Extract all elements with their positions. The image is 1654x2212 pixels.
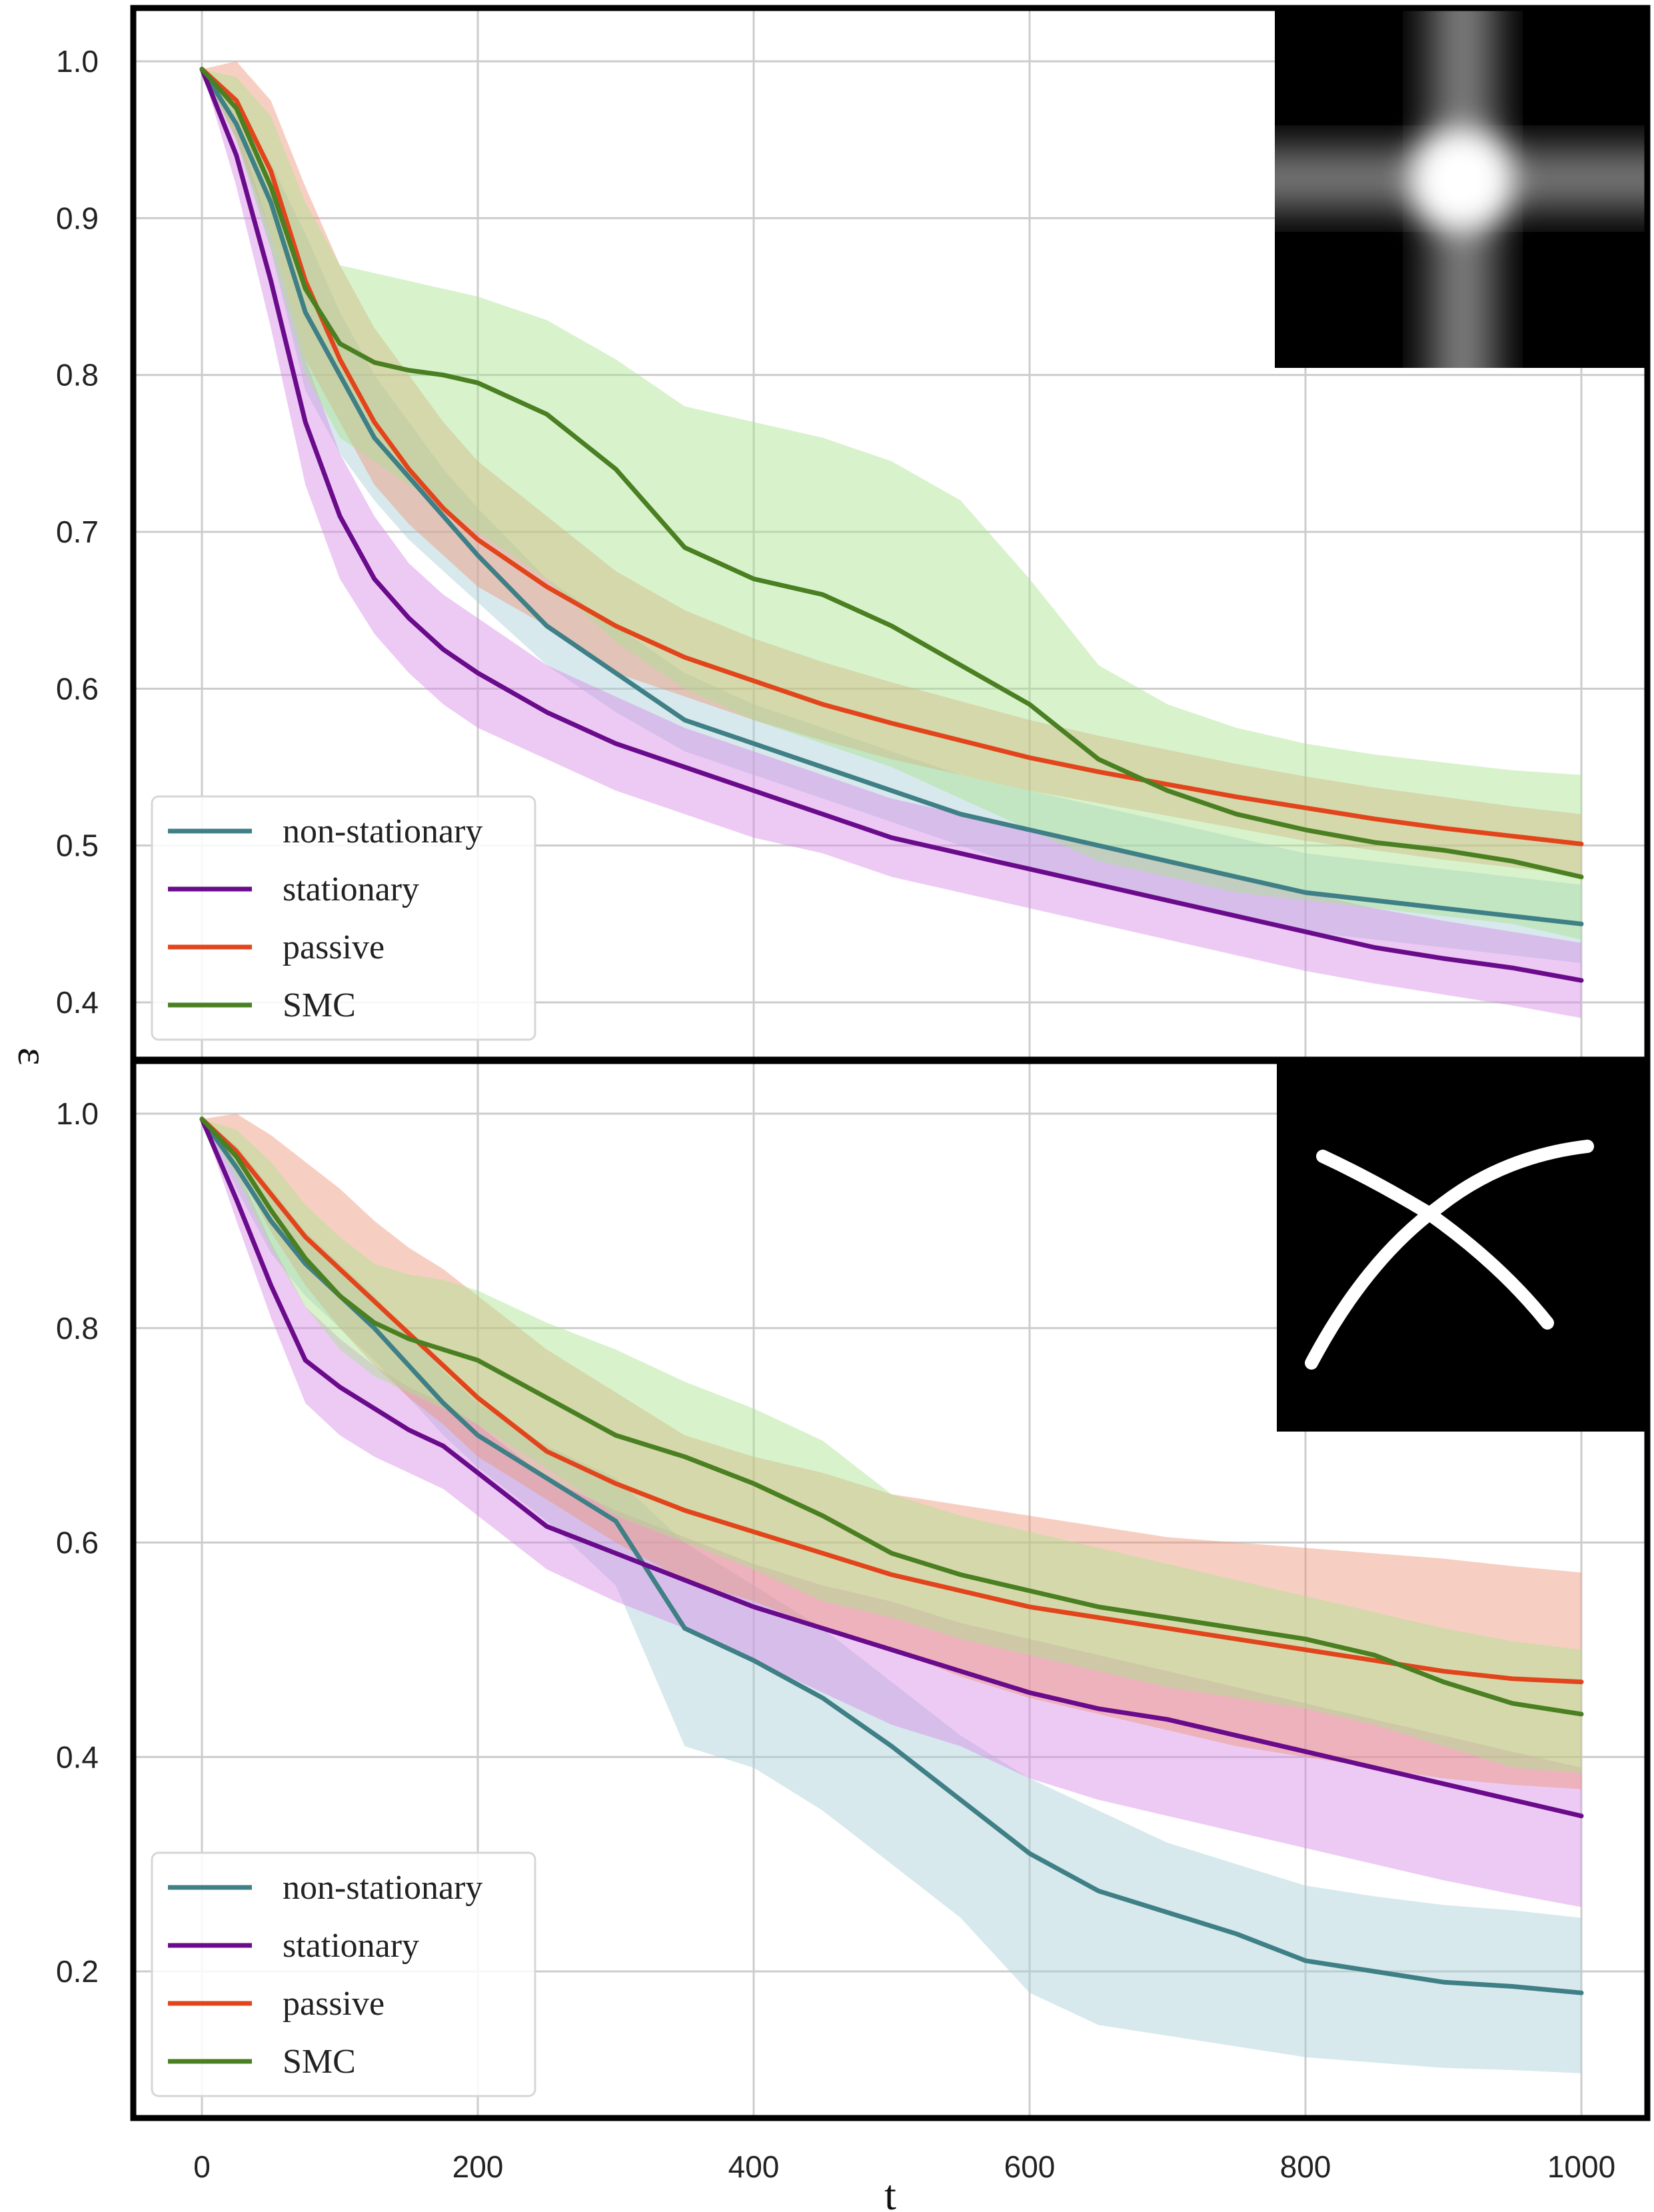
bottom-legend-label-stationary: stationary (283, 1927, 419, 1965)
top-line-non-stationary (199, 67, 1584, 926)
bottom-ytick-label: 0.8 (56, 1311, 99, 1346)
bottom-panel: 0.2 0.4 0.6 0.8 1.0 non-stationary stationary p… (56, 1058, 1651, 2121)
top-ytick-label: 0.5 (56, 828, 99, 863)
xtick-label: 400 (728, 2149, 780, 2184)
xtick-label: 600 (1004, 2149, 1056, 2184)
xtick-label: 800 (1280, 2149, 1331, 2184)
top-line-passive (199, 67, 1584, 846)
bottom-frame (130, 1058, 1651, 2121)
inset-handwritten-x-image (1277, 1062, 1647, 1432)
shared-x-axis: 0 200 400 600 800 1000 t (193, 2149, 1615, 2212)
top-ytick-label: 1.0 (56, 44, 99, 79)
top-ytick-label: 0.4 (56, 985, 99, 1020)
bottom-line-SMC (199, 1116, 1584, 1717)
xtick-label: 200 (452, 2149, 504, 2184)
bottom-legend: non-stationary stationary passive SMC (151, 1851, 536, 2097)
xtick-label: 1000 (1547, 2149, 1615, 2184)
bottom-band-SMC (202, 1119, 1581, 1773)
top-legend-label-passive: passive (283, 928, 385, 966)
bottom-band-passive (202, 1114, 1581, 1789)
top-ytick-label: 0.7 (56, 515, 99, 549)
top-band-passive (202, 61, 1581, 876)
bottom-ytick-label: 0.2 (56, 1954, 99, 1989)
bottom-ytick-label: 0.6 (56, 1526, 99, 1560)
top-legend: non-stationary stationary passive SMC (151, 795, 536, 1041)
bottom-band-non-stationary (202, 1119, 1581, 2073)
x-axis-label: t (884, 2171, 896, 2212)
bottom-ytick-label: 0.4 (56, 1739, 99, 1774)
top-ytick-label: 0.8 (56, 358, 99, 393)
top-band-SMC (202, 69, 1581, 940)
top-band-stationary (202, 69, 1581, 1018)
top-legend-label-non-stationary: non-stationary (283, 812, 482, 850)
xtick-label: 0 (193, 2149, 211, 2184)
top-band-non-stationary (202, 69, 1581, 964)
bottom-legend-label-SMC: SMC (283, 2043, 356, 2081)
top-legend-label-stationary: stationary (283, 870, 419, 908)
y-axis-label: ε (9, 1048, 57, 1066)
bottom-line-stationary (199, 1116, 1584, 1819)
top-ytick-label: 0.6 (56, 671, 99, 706)
bottom-ytick-label: 1.0 (56, 1096, 99, 1131)
bottom-band-stationary (202, 1119, 1581, 1907)
inset-blurred-plus-image (1275, 8, 1647, 368)
top-panel: 0.4 0.5 0.6 0.7 0.8 0.9 1.0 non-stationary stati… (56, 5, 1651, 1063)
bottom-line-passive (199, 1116, 1584, 1685)
top-line-SMC (199, 67, 1584, 880)
bottom-legend-label-non-stationary: non-stationary (283, 1869, 482, 1907)
top-ytick-label: 0.9 (56, 201, 99, 235)
top-line-stationary (199, 67, 1584, 983)
bottom-legend-label-passive: passive (283, 1985, 385, 2023)
top-legend-label-SMC: SMC (283, 986, 356, 1024)
